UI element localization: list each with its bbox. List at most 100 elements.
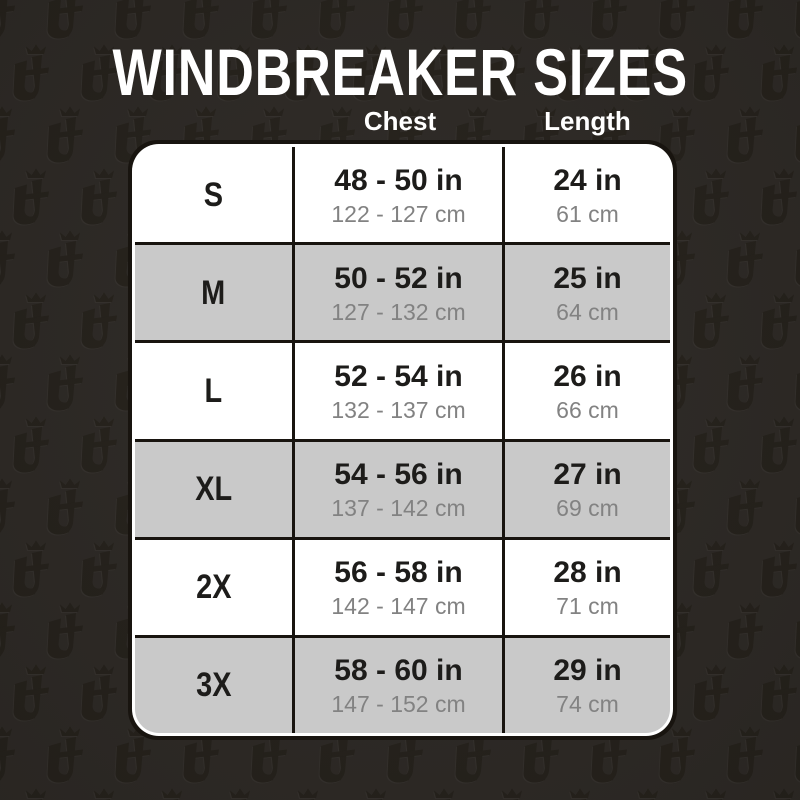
lf-crown-monogram-icon — [9, 416, 55, 474]
lf-crown-monogram-icon — [9, 788, 55, 800]
length-inches-value: 24 in — [553, 163, 622, 197]
chest-column-header: Chest — [363, 105, 437, 136]
lf-crown-monogram-icon — [281, 44, 327, 102]
lf-crown-monogram-icon — [587, 0, 633, 40]
chest-inches-value: 58 - 60 in — [334, 654, 463, 688]
size-table-row: 2X 56 - 58 in 142 - 147 cm 28 in 71 cm — [135, 539, 670, 638]
lf-crown-monogram-icon — [417, 788, 463, 800]
lf-crown-monogram-icon — [655, 0, 701, 40]
lf-crown-monogram-icon — [791, 0, 800, 40]
lf-crown-monogram-icon — [689, 416, 735, 474]
title-bar: WINDBREAKER SIZES — [0, 34, 800, 110]
lf-crown-monogram-icon — [383, 0, 429, 40]
chest-cell: 50 - 52 in 127 - 132 cm — [295, 245, 505, 341]
size-table-row: M 50 - 52 in 127 - 132 cm 25 in 64 cm — [135, 245, 670, 344]
size-table-row: XL 54 - 56 in 137 - 142 cm 27 in 69 cm — [135, 441, 670, 540]
lf-crown-monogram-icon — [0, 478, 21, 536]
lf-crown-monogram-icon — [791, 230, 800, 288]
lf-crown-monogram-icon — [213, 44, 259, 102]
lf-crown-monogram-icon — [485, 788, 531, 800]
chest-cell: 48 - 50 in 122 - 127 cm — [295, 147, 505, 243]
lf-crown-monogram-icon — [757, 788, 800, 800]
length-cell: 25 in 64 cm — [505, 245, 670, 341]
size-table-border: S 48 - 50 in 122 - 127 cm 24 in 61 cm M … — [128, 140, 677, 740]
lf-crown-monogram-icon — [689, 44, 735, 102]
lf-crown-monogram-icon — [77, 416, 123, 474]
lf-crown-monogram-icon — [723, 602, 769, 660]
lf-crown-monogram-icon — [0, 0, 21, 40]
chest-inches-value: 52 - 54 in — [334, 359, 463, 393]
size-label: S — [203, 175, 224, 214]
lf-crown-monogram-icon — [43, 0, 89, 40]
length-inches-value: 27 in — [553, 458, 622, 492]
lf-crown-monogram-icon — [0, 230, 21, 288]
size-cell: XL — [135, 441, 295, 537]
lf-crown-monogram-icon — [43, 230, 89, 288]
chest-cell: 56 - 58 in 142 - 147 cm — [295, 539, 505, 635]
lf-crown-monogram-icon — [723, 726, 769, 784]
length-cell: 29 in 74 cm — [505, 637, 670, 733]
length-cm-value: 61 cm — [556, 200, 619, 227]
size-cell: L — [135, 343, 295, 439]
chest-cell: 58 - 60 in 147 - 152 cm — [295, 637, 505, 733]
lf-crown-monogram-icon — [145, 44, 191, 102]
lf-crown-monogram-icon — [757, 540, 800, 598]
chest-cm-value: 147 - 152 cm — [331, 691, 466, 718]
lf-crown-monogram-icon — [77, 168, 123, 226]
lf-crown-monogram-icon — [111, 0, 157, 40]
length-inches-value: 26 in — [553, 359, 622, 393]
size-table-row: 3X 58 - 60 in 147 - 152 cm 29 in 74 cm — [135, 637, 670, 733]
size-label: L — [204, 371, 223, 410]
lf-crown-monogram-icon — [9, 292, 55, 350]
size-cell: S — [135, 147, 295, 243]
lf-crown-monogram-icon — [757, 168, 800, 226]
chest-inches-value: 50 - 52 in — [334, 261, 463, 295]
lf-crown-monogram-icon — [723, 0, 769, 40]
length-inches-value: 29 in — [553, 654, 622, 688]
lf-crown-monogram-icon — [179, 0, 225, 40]
lf-crown-monogram-icon — [791, 478, 800, 536]
lf-crown-monogram-icon — [0, 726, 21, 784]
lf-crown-monogram-icon — [349, 788, 395, 800]
lf-crown-monogram-icon — [689, 292, 735, 350]
size-cell: 2X — [135, 539, 295, 635]
lf-crown-monogram-icon — [315, 0, 361, 40]
chest-inches-value: 48 - 50 in — [334, 163, 463, 197]
size-label: M — [201, 273, 226, 312]
length-cell: 27 in 69 cm — [505, 441, 670, 537]
chest-cm-value: 137 - 142 cm — [331, 495, 466, 522]
size-label: 3X — [195, 666, 232, 705]
length-inches-value: 28 in — [553, 556, 622, 590]
lf-crown-monogram-icon — [43, 726, 89, 784]
lf-crown-monogram-icon — [791, 106, 800, 164]
length-cm-value: 71 cm — [556, 593, 619, 620]
length-cell: 28 in 71 cm — [505, 539, 670, 635]
size-table-panel: S 48 - 50 in 122 - 127 cm 24 in 61 cm M … — [132, 144, 673, 736]
length-cm-value: 64 cm — [556, 298, 619, 325]
lf-crown-monogram-icon — [757, 292, 800, 350]
lf-crown-monogram-icon — [0, 602, 21, 660]
size-table-row: L 52 - 54 in 132 - 137 cm 26 in 66 cm — [135, 343, 670, 442]
lf-crown-monogram-icon — [621, 44, 667, 102]
size-table: S 48 - 50 in 122 - 127 cm 24 in 61 cm M … — [135, 147, 670, 733]
lf-crown-monogram-icon — [655, 726, 701, 784]
lf-crown-monogram-icon — [281, 788, 327, 800]
lf-crown-monogram-icon — [451, 0, 497, 40]
lf-crown-monogram-icon — [213, 788, 259, 800]
chest-cm-value: 122 - 127 cm — [331, 200, 466, 227]
chest-cell: 52 - 54 in 132 - 137 cm — [295, 343, 505, 439]
lf-crown-monogram-icon — [689, 168, 735, 226]
lf-crown-monogram-icon — [417, 44, 463, 102]
length-cm-value: 66 cm — [556, 396, 619, 423]
length-cm-value: 74 cm — [556, 691, 619, 718]
lf-crown-monogram-icon — [791, 354, 800, 412]
chest-inches-value: 56 - 58 in — [334, 556, 463, 590]
lf-crown-monogram-icon — [43, 106, 89, 164]
size-table-row: S 48 - 50 in 122 - 127 cm 24 in 61 cm — [135, 147, 670, 246]
lf-crown-monogram-icon — [485, 44, 531, 102]
chest-cm-value: 127 - 132 cm — [331, 298, 466, 325]
page-title: WINDBREAKER SIZES — [112, 35, 688, 109]
lf-crown-monogram-icon — [9, 44, 55, 102]
lf-crown-monogram-icon — [553, 788, 599, 800]
lf-crown-monogram-icon — [0, 106, 21, 164]
